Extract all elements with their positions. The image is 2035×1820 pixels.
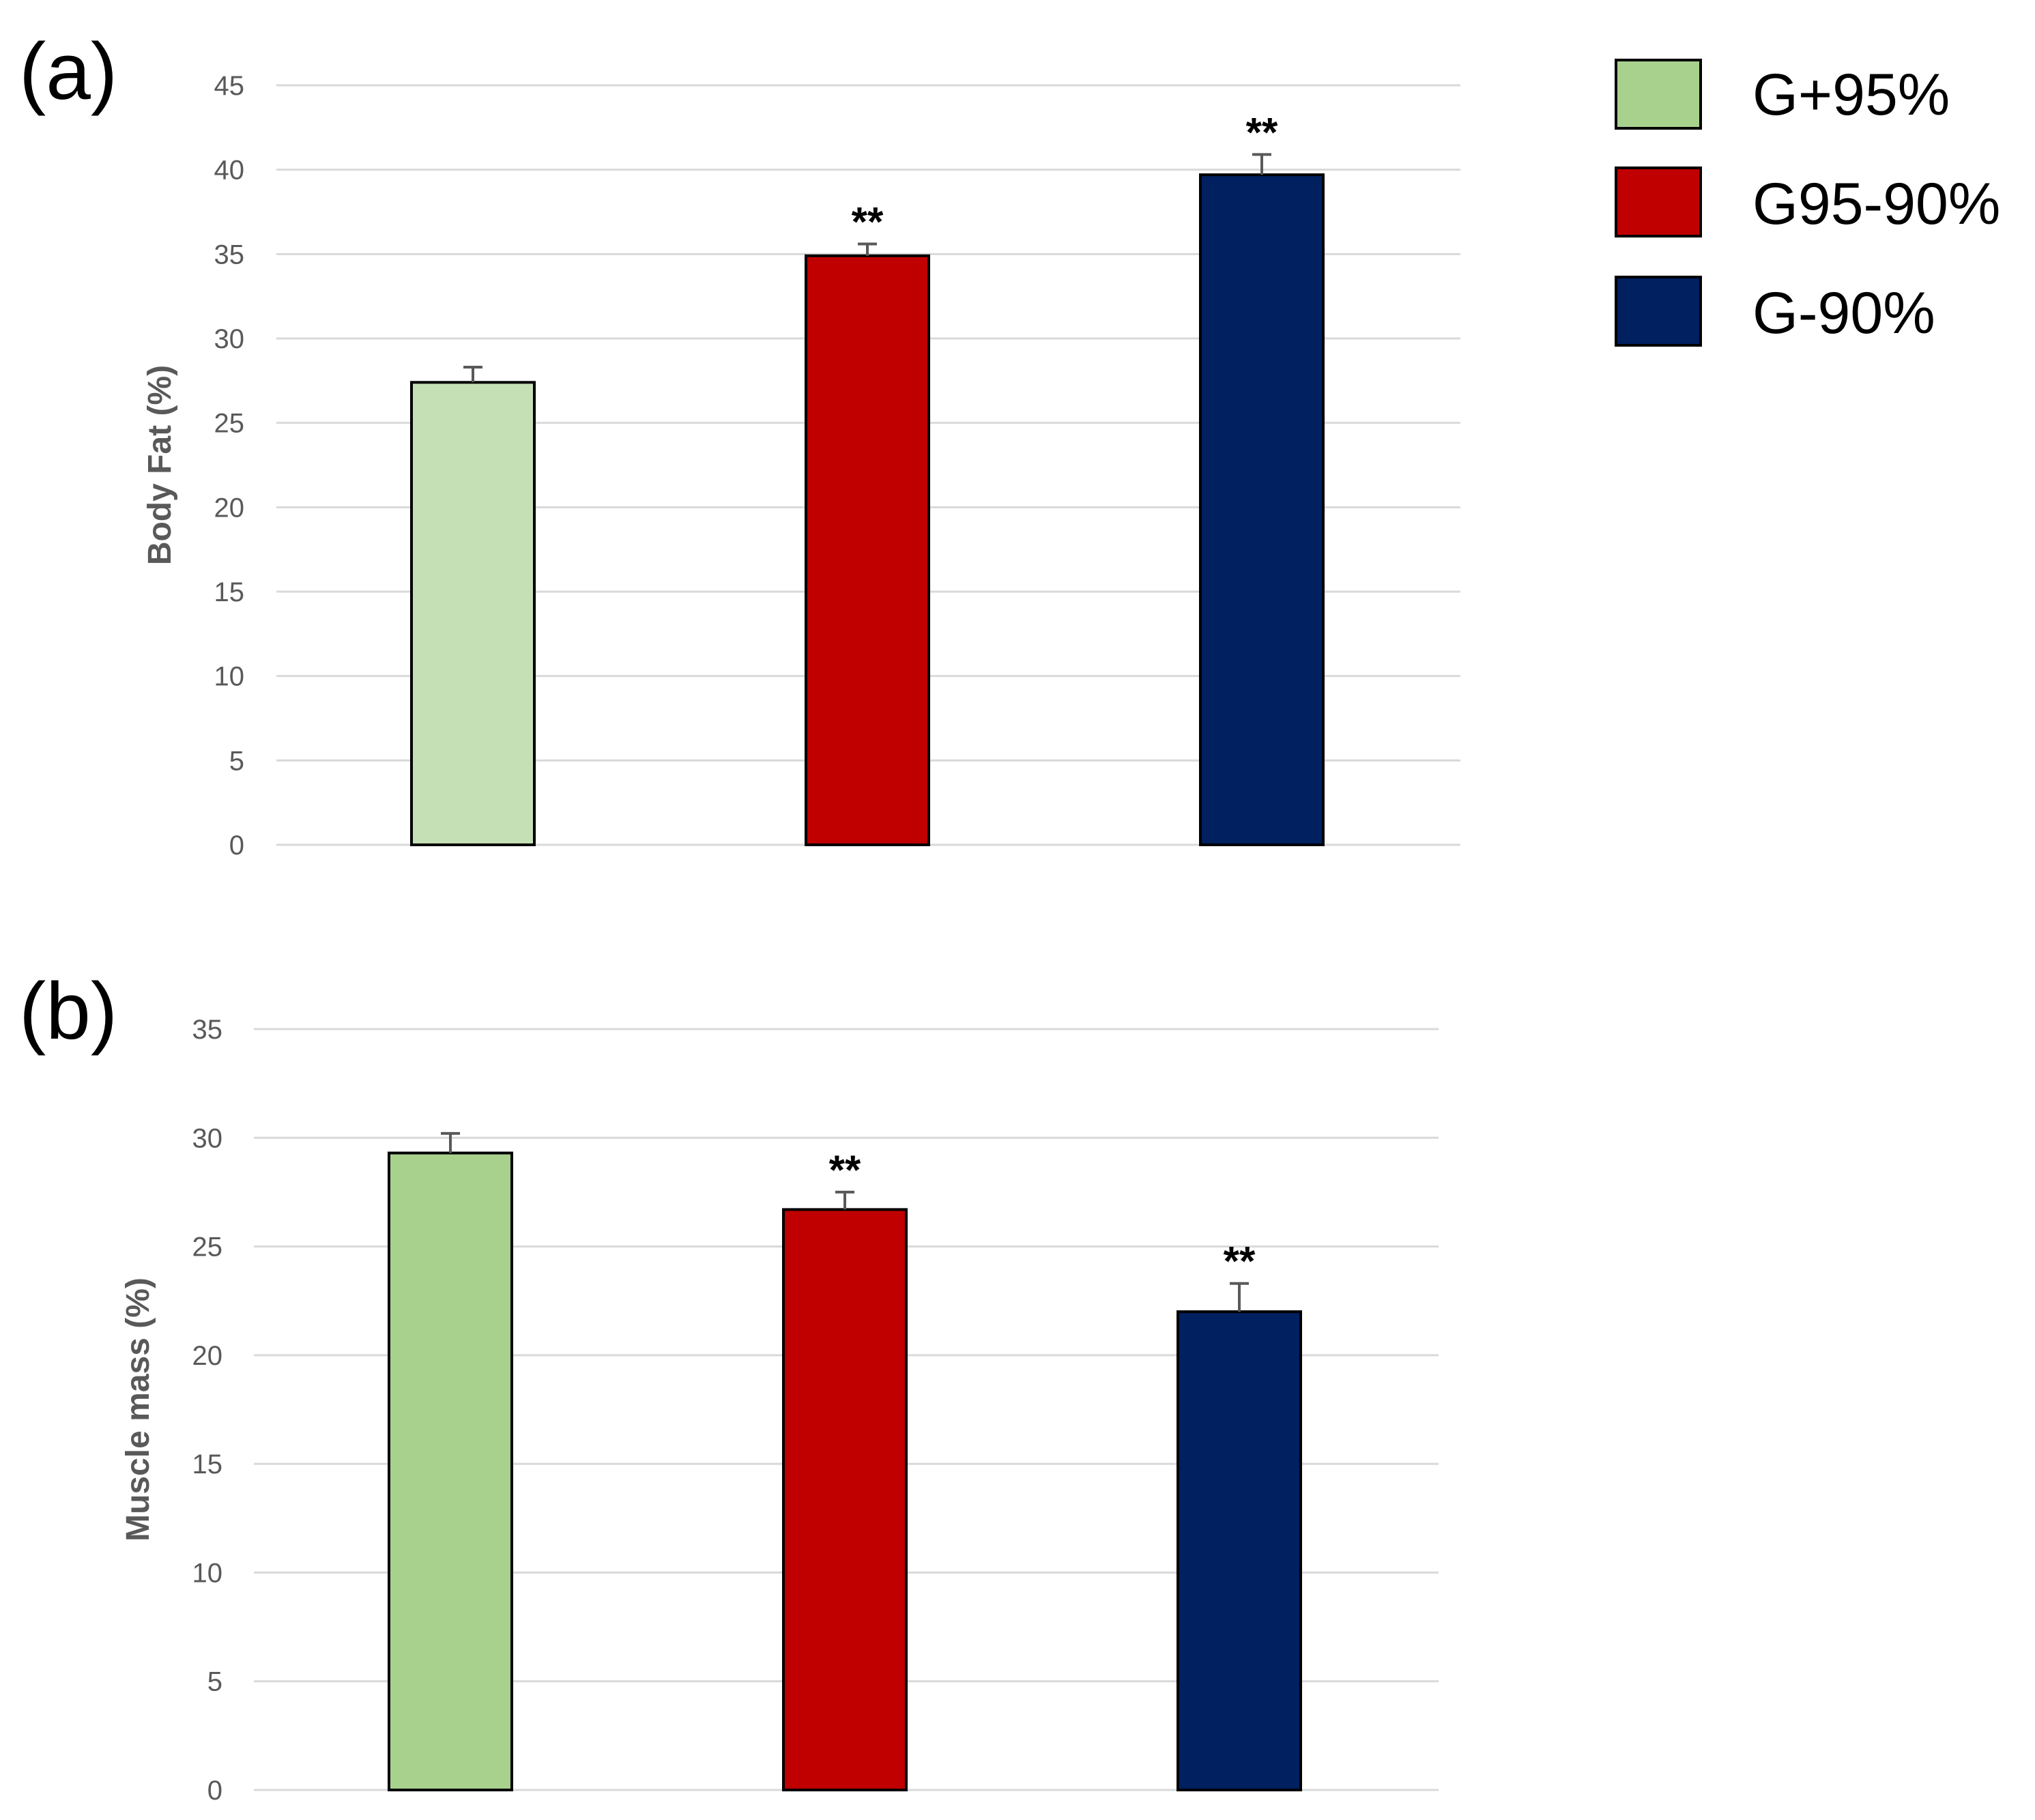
y-tick-label: 10	[192, 1558, 223, 1588]
y-tick-label: 20	[214, 493, 245, 523]
y-tick-label: 5	[207, 1667, 222, 1697]
panel-label-b: (b)	[19, 966, 117, 1056]
y-tick-label: 40	[214, 156, 245, 186]
y-tick-labels-a: 0 5 10 15 20 25 30 35 40 45	[214, 71, 245, 861]
y-tick-label: 0	[207, 1776, 222, 1806]
significance-marker: **	[852, 199, 884, 244]
y-tick-label: 0	[229, 830, 244, 861]
error-bar	[463, 366, 482, 383]
legend-swatch-g95-90	[1615, 167, 1702, 237]
bar-G+95%	[388, 1151, 513, 1791]
legend: G+95% G95-90% G-90%	[1615, 59, 2000, 347]
significance-marker: **	[1224, 1239, 1256, 1284]
legend-label-g-minus-90: G-90%	[1752, 280, 1935, 346]
y-tick-label: 15	[214, 577, 245, 607]
bars-a: ** **	[410, 109, 1325, 847]
y-tick-label: 30	[214, 324, 245, 354]
chart-panel-b: (b) 0 5 10 15 20 25 30 35 Muscle mass (%) ** **	[19, 966, 1439, 1806]
y-axis-label-b: Muscle mass (%)	[120, 1277, 156, 1542]
bars-b: ** **	[388, 1131, 1302, 1791]
bar-G-90%	[1199, 173, 1325, 846]
error-bar	[1230, 1282, 1249, 1312]
bar-G95-90%	[805, 254, 930, 847]
significance-marker: **	[829, 1147, 861, 1193]
legend-swatch-g-minus-90	[1615, 276, 1702, 347]
y-tick-label: 35	[214, 240, 245, 270]
y-tick-label: 10	[214, 662, 245, 692]
y-tick-label: 30	[192, 1123, 223, 1153]
error-bar	[835, 1190, 854, 1210]
legend-label-g-plus-95: G+95%	[1752, 62, 1950, 128]
y-tick-label: 20	[192, 1341, 223, 1371]
bar-G-90%	[1177, 1310, 1302, 1791]
error-bar	[1252, 153, 1271, 175]
y-tick-label: 45	[214, 71, 245, 101]
y-tick-labels-b: 0 5 10 15 20 25 30 35	[192, 1015, 223, 1806]
significance-marker: **	[1246, 109, 1278, 155]
y-tick-label: 25	[214, 409, 245, 439]
legend-swatch-g-plus-95	[1615, 59, 1702, 130]
bar-G95-90%	[782, 1208, 908, 1791]
y-axis-label-a: Body Fat (%)	[142, 365, 178, 565]
panel-label-a: (a)	[19, 27, 117, 117]
y-tick-label: 5	[229, 746, 244, 776]
chart-panel-a: (a) 0 5 10 15 20 25 30 35 40 45 Body Fat (%) ** **	[19, 27, 1460, 861]
bar-G+95%	[410, 381, 536, 846]
y-tick-label: 15	[192, 1449, 223, 1479]
error-bar	[441, 1131, 460, 1153]
y-tick-label: 25	[192, 1232, 223, 1262]
legend-label-g95-90: G95-90%	[1752, 171, 2000, 237]
y-tick-label: 35	[192, 1015, 223, 1045]
error-bar	[858, 242, 877, 256]
